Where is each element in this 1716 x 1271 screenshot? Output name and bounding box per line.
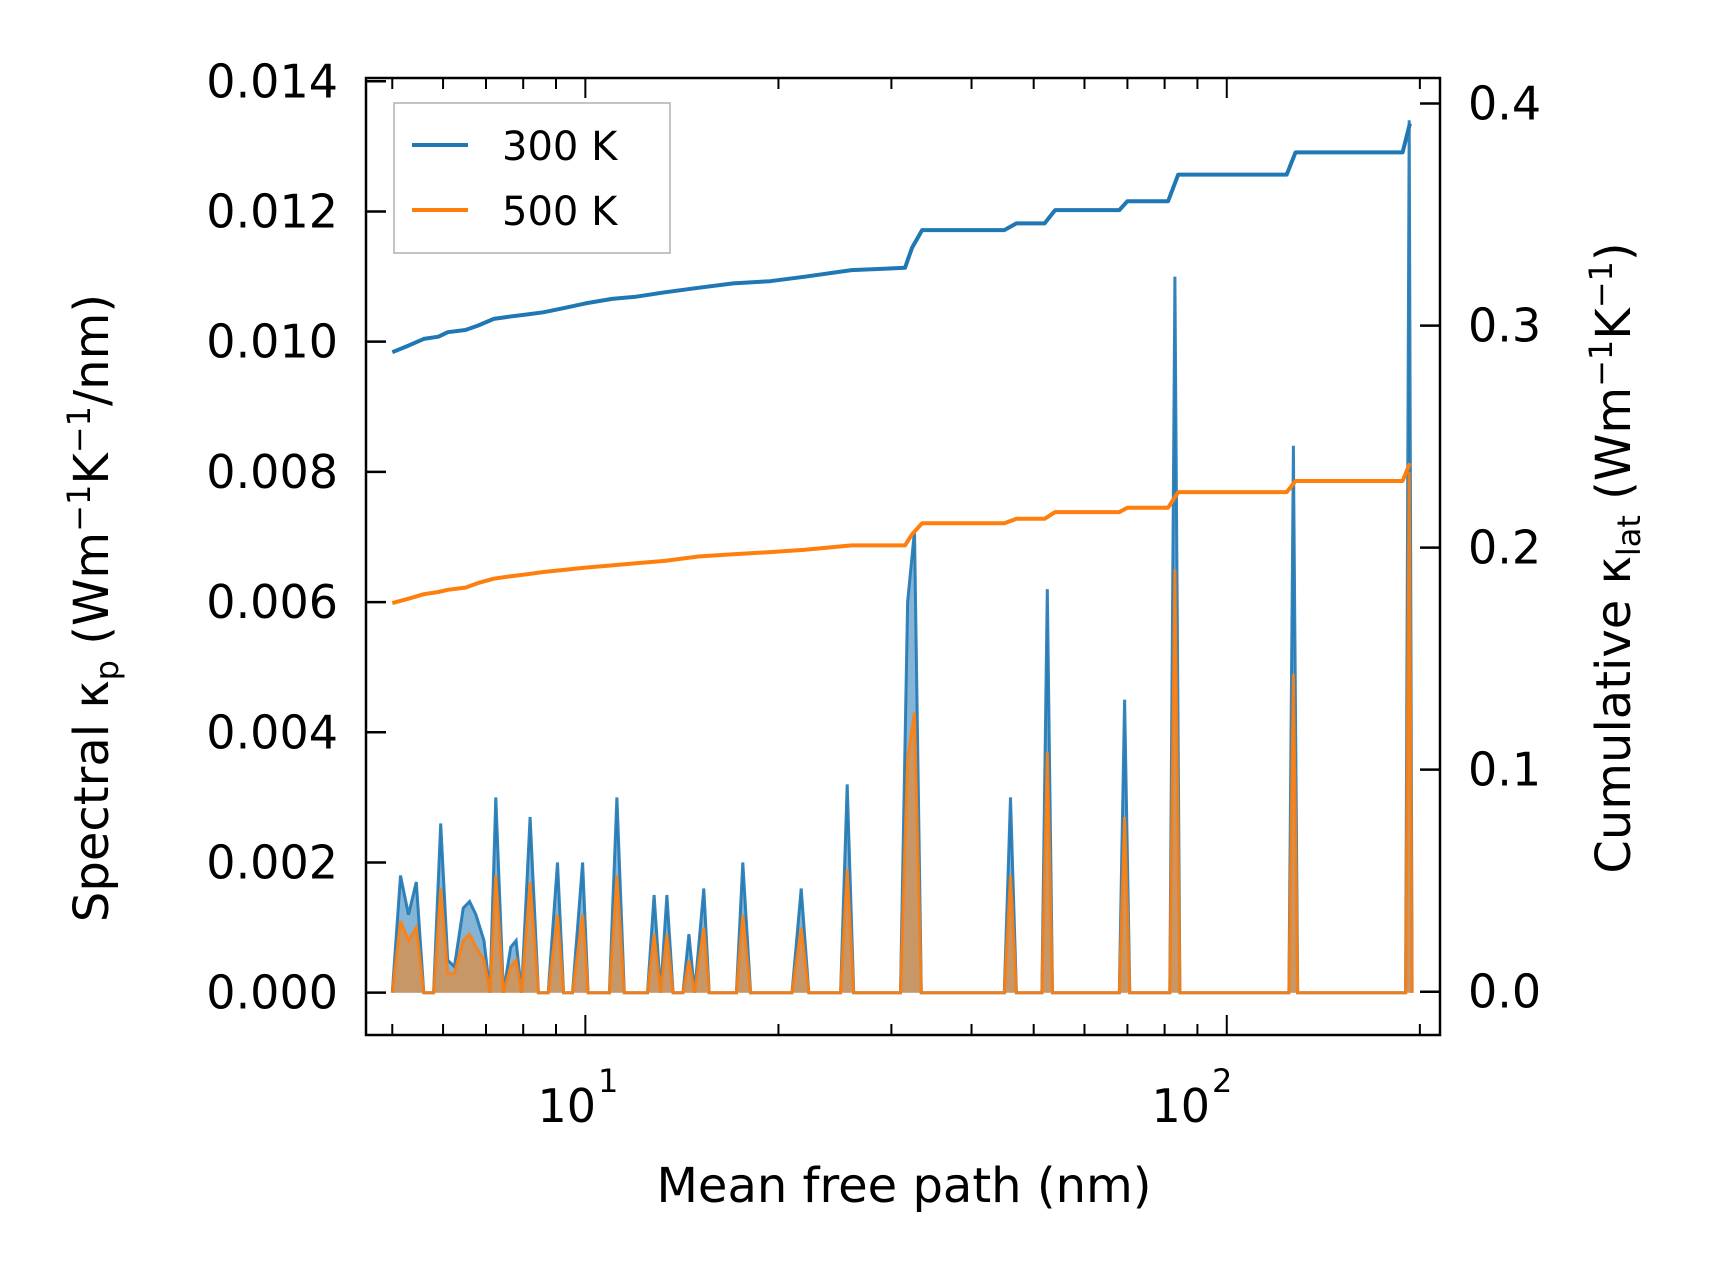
x-tick-label-10-base: 10 — [537, 1079, 596, 1133]
y-left-units-open: (Wm — [64, 532, 120, 660]
y-left-exp2: −1 — [60, 406, 98, 453]
y-left-tick-label-4: 0.008 — [206, 445, 338, 499]
y-left-tick-label-1: 0.002 — [206, 835, 338, 889]
y-right-tick-label-4: 0.4 — [1468, 77, 1541, 131]
y-right-tick-label-0: 0.0 — [1468, 965, 1541, 1019]
cumulative-line-300-k — [391, 123, 1412, 355]
spectral-fills — [390, 120, 1414, 995]
x-tick-label-100-base: 10 — [1151, 1079, 1210, 1133]
axes: 0.000 0.002 0.004 0.006 0.008 0.010 0.012 0.014… — [206, 54, 1541, 1037]
legend-frame — [393, 102, 671, 254]
y-right-tick-label-2: 0.2 — [1468, 521, 1541, 575]
legend-label-500k: 500 K — [502, 189, 619, 235]
y-left-tick-label-7: 0.014 — [206, 54, 338, 108]
y-left-tick-label-5: 0.010 — [206, 315, 338, 369]
cumulative-line-500-k — [391, 462, 1412, 606]
x-tick-label-100-exp: 2 — [1212, 1062, 1232, 1100]
y-right-base: Cumulative κ — [1586, 556, 1642, 874]
y-right-exp1: −1 — [1582, 340, 1620, 387]
y-right-sub: lat — [1610, 515, 1648, 556]
y-left-tick-label-3: 0.006 — [206, 575, 338, 629]
plot-frame — [364, 76, 1442, 1037]
y-axis-label-left: Spectral κp (Wm−1K−1/nm) — [60, 294, 126, 922]
y-left-mid: K — [64, 452, 120, 485]
cumulative-lines — [391, 123, 1412, 606]
y-left-units-close: /nm) — [64, 294, 120, 406]
spectral-area-500-k — [392, 471, 1413, 993]
y-right-units-open: (Wm — [1586, 387, 1642, 515]
y-left-tick-label-6: 0.012 — [206, 184, 338, 238]
x-tick-label-10-exp: 1 — [598, 1062, 618, 1100]
y-left-tick-label-2: 0.004 — [206, 705, 338, 759]
y-right-mid: K — [1586, 307, 1642, 340]
y-right-tick-label-1: 0.1 — [1468, 743, 1541, 797]
x-axis-label: Mean free path (nm) — [657, 1158, 1152, 1214]
legend: 300 K 500 K — [393, 102, 671, 254]
y-axis-label-right: Cumulative κlat (Wm−1K−1) — [1582, 242, 1648, 873]
spectral-line-500-k — [390, 471, 1414, 995]
y-left-base: Spectral κ — [64, 680, 120, 922]
legend-label-300k: 300 K — [502, 124, 619, 170]
y-right-tick-label-3: 0.3 — [1468, 299, 1541, 353]
y-right-units-close: ) — [1586, 242, 1642, 261]
y-left-tick-label-0: 0.000 — [206, 966, 338, 1020]
y-right-exp2: −1 — [1582, 261, 1620, 308]
y-left-exp1: −1 — [60, 485, 98, 532]
y-left-sub: p — [88, 660, 126, 680]
